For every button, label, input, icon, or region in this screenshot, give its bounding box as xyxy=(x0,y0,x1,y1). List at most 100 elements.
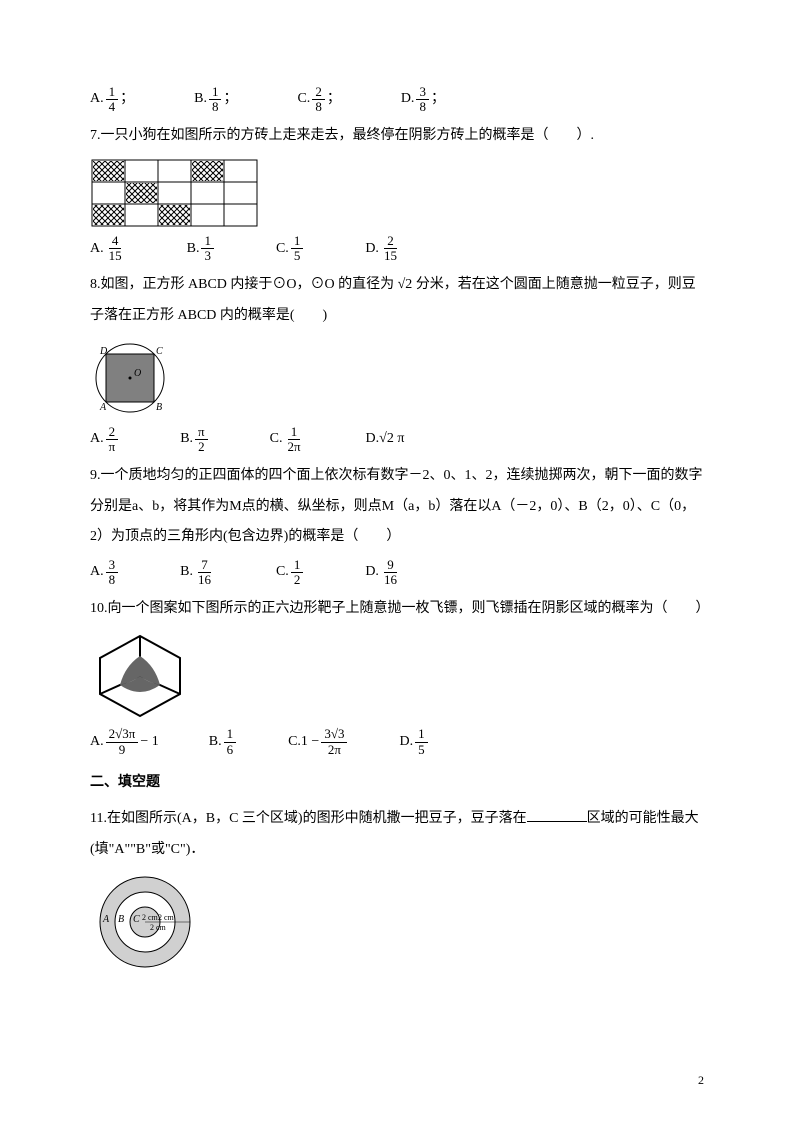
fraction: 18 xyxy=(209,85,222,115)
label: C. xyxy=(270,424,283,455)
q6-options: A. 14 ； B. 18 ； C. 28 ； D. 38 ； xyxy=(90,84,704,115)
option-c: C.15 xyxy=(276,234,305,265)
label: B. xyxy=(194,84,207,115)
question-8: 8.如图，正方形 ABCD 内接于⊙O，⊙O 的直径为 √2 分米，若在这个圆面… xyxy=(90,270,704,454)
fraction: 916 xyxy=(381,558,400,588)
svg-text:C: C xyxy=(133,914,140,925)
question-7: 7.一只小狗在如图所示的方砖上走来走去，最终停在阴影方砖上的概率是（ ）. A.… xyxy=(90,121,704,265)
label: D. xyxy=(366,424,380,455)
fraction: 2π xyxy=(106,425,119,455)
suffix: ； xyxy=(120,84,134,115)
fraction: 12 xyxy=(291,558,304,588)
q9-options: A.38 B.716 C.12 D.916 xyxy=(90,557,704,588)
option-d: D.215 xyxy=(365,234,402,265)
svg-text:O: O xyxy=(134,368,141,379)
fraction: 13 xyxy=(201,234,214,264)
q8-options: A.2π B.π2 C.12π D.√2 π xyxy=(90,424,704,455)
q7-options: A.415 B.13 C.15 D.215 xyxy=(90,234,704,265)
fraction: 415 xyxy=(106,234,125,264)
label: D. xyxy=(365,557,379,588)
option-c: C.12 xyxy=(276,557,305,588)
option-d: D.√2 π xyxy=(366,424,405,455)
question-text: 8.如图，正方形 ABCD 内接于⊙O，⊙O 的直径为 √2 分米，若在这个圆面… xyxy=(90,270,704,332)
label: D. xyxy=(399,727,413,758)
value: √2 π xyxy=(379,424,404,455)
suffix: − 1 xyxy=(140,727,158,758)
label: B. xyxy=(180,424,193,455)
question-text: 9.一个质地均匀的正四面体的四个面上依次标有数字－2、0、1、2，连续抛掷两次，… xyxy=(90,461,704,553)
question-text: 7.一只小狗在如图所示的方砖上走来走去，最终停在阴影方砖上的概率是（ ）. xyxy=(90,121,704,152)
svg-text:A: A xyxy=(102,914,110,925)
prefix: 1 − xyxy=(301,727,319,758)
text-part-1: 11.在如图所示(A，B，C 三个区域)的图形中随机撒一把豆子，豆子落在 xyxy=(90,811,527,826)
label: A. xyxy=(90,84,104,115)
fraction: 14 xyxy=(106,85,119,115)
question-11: 11.在如图所示(A，B，C 三个区域)的图形中随机撒一把豆子，豆子落在区域的可… xyxy=(90,804,704,972)
option-c: C.12π xyxy=(270,424,306,455)
label: A. xyxy=(90,557,104,588)
option-a: A.2√3π9− 1 xyxy=(90,727,159,758)
fraction: 28 xyxy=(312,85,325,115)
suffix: ； xyxy=(327,84,341,115)
label: C. xyxy=(276,234,289,265)
option-a: A.38 xyxy=(90,557,120,588)
q11-circles-icon: A B C 2 cm 2 cm 2 cm xyxy=(90,872,200,972)
svg-text:D: D xyxy=(99,346,108,357)
fraction: 15 xyxy=(291,234,304,264)
option-b: B.π2 xyxy=(180,424,209,455)
label: D. xyxy=(365,234,379,265)
svg-text:2 cm: 2 cm xyxy=(158,913,175,922)
text-part-1: 8.如图，正方形 ABCD 内接于⊙O，⊙O 的直径为 xyxy=(90,277,394,292)
question-9: 9.一个质地均匀的正四面体的四个面上依次标有数字－2、0、1、2，连续抛掷两次，… xyxy=(90,461,704,588)
label: C. xyxy=(276,557,289,588)
page-number: 2 xyxy=(698,1067,704,1093)
option-a: A.415 xyxy=(90,234,127,265)
fraction: 2√3π9 xyxy=(106,727,139,757)
fraction: 716 xyxy=(195,558,214,588)
sqrt-2: √2 xyxy=(398,277,413,292)
svg-text:B: B xyxy=(118,914,124,925)
option-d: D.916 xyxy=(365,557,402,588)
svg-text:2 cm: 2 cm xyxy=(150,923,167,932)
option-d: D. 38 ； xyxy=(401,84,445,115)
question-text: 10.向一个图案如下图所示的正六边形靶子上随意抛一枚飞镖，则飞镖插在阴影区域的概… xyxy=(90,594,704,625)
svg-text:2 cm: 2 cm xyxy=(142,913,159,922)
fraction: 38 xyxy=(106,558,119,588)
label: C. xyxy=(297,84,310,115)
svg-text:B: B xyxy=(156,402,162,413)
option-a: A. 14 ； xyxy=(90,84,134,115)
label: B. xyxy=(187,234,200,265)
label: A. xyxy=(90,234,104,265)
label: B. xyxy=(180,557,193,588)
fraction: 16 xyxy=(224,727,237,757)
fraction: 3√32π xyxy=(321,727,347,757)
option-b: B.13 xyxy=(187,234,216,265)
fraction: 15 xyxy=(415,727,428,757)
option-b: B.16 xyxy=(209,727,238,758)
option-b: B. 18 ； xyxy=(194,84,237,115)
svg-text:C: C xyxy=(156,346,163,357)
option-c: C. 28 ； xyxy=(297,84,340,115)
q8-circle-square-icon: O D C A B xyxy=(90,338,170,418)
label: B. xyxy=(209,727,222,758)
question-text: 11.在如图所示(A，B，C 三个区域)的图形中随机撒一把豆子，豆子落在区域的可… xyxy=(90,804,704,866)
blank-fill xyxy=(527,807,587,822)
label: A. xyxy=(90,424,104,455)
label: A. xyxy=(90,727,104,758)
option-a: A.2π xyxy=(90,424,120,455)
suffix: ； xyxy=(223,84,237,115)
section-2-title: 二、填空题 xyxy=(90,768,704,799)
question-10: 10.向一个图案如下图所示的正六边形靶子上随意抛一枚飞镖，则飞镖插在阴影区域的概… xyxy=(90,594,704,758)
label: D. xyxy=(401,84,415,115)
option-d: D.15 xyxy=(399,727,429,758)
suffix: ； xyxy=(431,84,445,115)
fraction: 12π xyxy=(284,425,303,455)
fraction: 215 xyxy=(381,234,400,264)
fraction: π2 xyxy=(195,425,208,455)
q10-options: A.2√3π9− 1 B.16 C.1 −3√32π D.15 xyxy=(90,727,704,758)
option-b: B.716 xyxy=(180,557,216,588)
q10-hexagon-icon xyxy=(90,631,190,721)
fraction: 38 xyxy=(416,85,429,115)
q7-grid-icon xyxy=(90,158,260,228)
svg-text:A: A xyxy=(99,402,107,413)
